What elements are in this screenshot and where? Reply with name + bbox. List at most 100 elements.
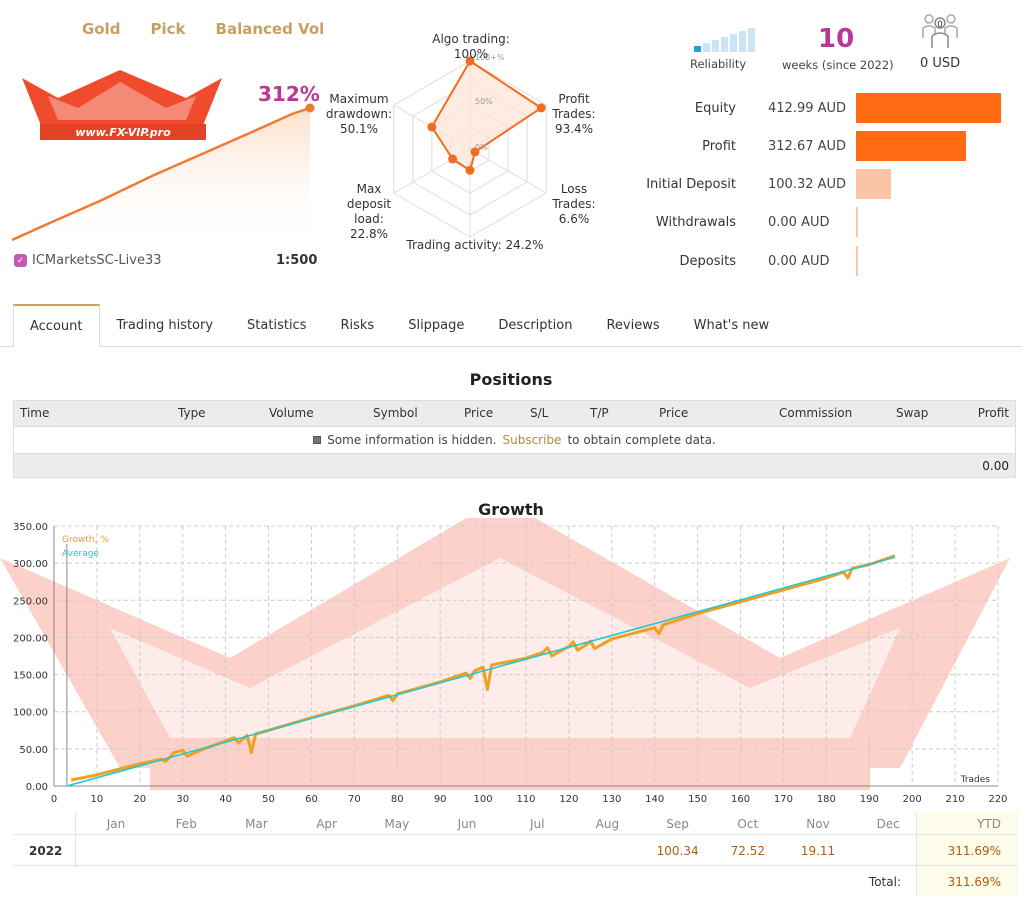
x-tick-label: 50 — [262, 794, 275, 805]
x-tick-label: 60 — [305, 794, 318, 805]
total-value: 311.69% — [947, 875, 1001, 889]
tag-balanced-vol[interactable]: Balanced Vol — [215, 20, 325, 38]
radar-label-algo: Algo trading: 100% — [432, 32, 510, 61]
col-time[interactable]: Time — [20, 406, 50, 420]
total-growth-percent: 312% — [258, 82, 320, 106]
col-price[interactable]: Price — [464, 406, 494, 420]
subscribe-link[interactable]: Subscribe — [502, 433, 562, 447]
x-tick-label: 200 — [903, 794, 922, 805]
year-label: 2022 — [29, 844, 63, 858]
month-header-mar: Mar — [245, 817, 268, 831]
tab-slippage[interactable]: Slippage — [408, 318, 465, 333]
subscribers-count: 0 — [937, 20, 943, 30]
verified-icon: ✓ — [14, 254, 27, 267]
lock-icon — [313, 436, 322, 444]
finance-value: 312.67 AUD — [768, 138, 847, 154]
broker-server[interactable]: ✓ ICMarketsSC-Live33 — [14, 253, 161, 268]
y-tick-label: 150.00 — [13, 671, 48, 682]
col-swap[interactable]: Swap — [896, 406, 929, 420]
tab-trading-history[interactable]: Trading history — [116, 318, 214, 333]
finance-label: Deposits — [679, 253, 736, 269]
tab-risks[interactable]: Risks — [340, 318, 375, 333]
growth-title: Growth — [478, 500, 544, 519]
col-profit[interactable]: Profit — [977, 406, 1009, 420]
finance-bar — [856, 93, 1001, 123]
tag-gold[interactable]: Gold — [82, 20, 121, 38]
total-label: Total: — [868, 875, 901, 889]
tab-account[interactable]: Account — [13, 304, 100, 348]
month-header-sep: Sep — [666, 817, 689, 831]
radar-grid-spoke — [469, 148, 547, 194]
finance-label: Withdrawals — [655, 214, 736, 230]
legend-average: Average — [62, 549, 99, 559]
month-header-oct: Oct — [737, 817, 759, 831]
month-header-jun: Jun — [457, 817, 477, 831]
col-commission[interactable]: Commission — [779, 406, 853, 420]
radar-label-drawdown: Maximum drawdown: 50.1% — [325, 92, 393, 136]
radar-label-activity: Trading activity: 24.2% — [406, 238, 544, 252]
finance-value: 100.32 AUD — [768, 176, 847, 192]
col-sl[interactable]: S/L — [530, 406, 549, 420]
weeks-label: weeks (since 2022) — [782, 58, 894, 72]
finance-value: 0.00 AUD — [768, 214, 830, 230]
signal-tags: Gold Pick Balanced Vol — [82, 20, 324, 38]
x-tick-label: 180 — [817, 794, 836, 805]
radar-label-profit-trades: Profit Trades: 93.4% — [552, 92, 596, 136]
leverage: 1:500 — [276, 253, 318, 268]
month-header-feb: Feb — [175, 817, 197, 831]
month-header-apr: Apr — [316, 817, 337, 831]
finance-bar — [856, 131, 966, 161]
x-tick-label: 210 — [946, 794, 965, 805]
x-tick-label: 10 — [91, 794, 104, 805]
finance-bar — [856, 207, 858, 237]
month-value-oct: 72.52 — [730, 844, 765, 858]
tab-reviews[interactable]: Reviews — [606, 318, 660, 333]
radar-label-deposit-load: Max deposit load: 22.8% — [346, 182, 392, 241]
y-tick-label: 100.00 — [13, 708, 48, 719]
col-volume[interactable]: Volume — [269, 406, 314, 420]
y-tick-label: 200.00 — [13, 633, 48, 644]
x-tick-label: 110 — [516, 794, 535, 805]
radar-label-loss-trades: Loss Trades: 6.6% — [552, 182, 596, 226]
col-price-current[interactable]: Price — [659, 406, 689, 420]
col-tp[interactable]: T/P — [590, 406, 609, 420]
month-value-nov: 19.11 — [800, 844, 836, 858]
growth-chart: 0 10 20 30 40 50 60 70 80 90 100 110 120 130 140 150 160… — [0, 518, 1010, 805]
col-symbol[interactable]: Symbol — [373, 406, 418, 420]
finance-label: Equity — [694, 100, 736, 116]
radar-scale-100: 100+% — [475, 53, 505, 62]
radar-scale-0: 0% — [475, 143, 488, 152]
radar-point — [427, 122, 437, 132]
tab-whats-new[interactable]: What's new — [693, 318, 770, 333]
reliability-label: Reliability — [690, 57, 747, 71]
month-header-dec: Dec — [876, 817, 900, 831]
monthly-returns-table: Jan Feb Mar Apr May Jun Jul Aug Sep Oct Nov Dec YTD … — [13, 812, 1018, 896]
radar-point — [536, 103, 546, 113]
col-type[interactable]: Type — [178, 406, 206, 420]
positions-total: 0.00 — [14, 453, 1015, 477]
radar-point — [465, 56, 475, 66]
x-tick-label: 80 — [391, 794, 404, 805]
y-tick-label: 300.00 — [13, 559, 48, 570]
positions-header: Time Type Volume Symbol Price S/L T/P Pr… — [14, 401, 1015, 426]
mini-growth-chart — [12, 103, 315, 245]
weeks-count: 10 — [818, 24, 855, 54]
x-tick-label: 130 — [602, 794, 621, 805]
radar-point — [448, 154, 458, 164]
finance-label: Profit — [702, 138, 736, 154]
positions-title: Positions — [469, 370, 553, 389]
radar-scale-50: 50% — [475, 97, 493, 106]
tab-description[interactable]: Description — [498, 318, 573, 333]
y-tick-label: 350.00 — [13, 522, 48, 533]
y-tick-label: 50.00 — [19, 745, 48, 756]
x-tick-label: 0 — [51, 794, 57, 805]
x-tick-label: 70 — [348, 794, 361, 805]
finance-label: Initial Deposit — [646, 176, 736, 192]
tab-statistics[interactable]: Statistics — [247, 318, 307, 333]
x-tick-label: 90 — [434, 794, 447, 805]
hidden-info-text: Some information is hidden. — [327, 433, 497, 447]
tag-pick[interactable]: Pick — [150, 20, 186, 38]
watermark-logo — [0, 518, 1010, 790]
x-tick-label: 20 — [133, 794, 146, 805]
logo-text: www.FX-VIP.pro — [75, 126, 171, 139]
